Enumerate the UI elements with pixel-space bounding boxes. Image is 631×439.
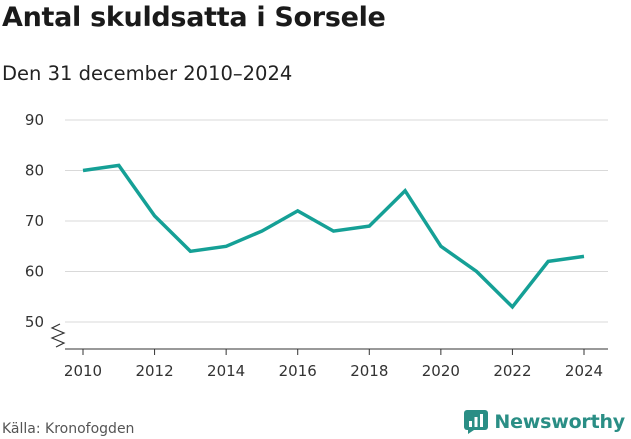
x-axis: 2010 2012 2014 2016 2018 2020 2022 2024 (50, 323, 608, 380)
source-note: Källa: Kronofogden (2, 421, 135, 437)
bar-chart-speech-bubble-icon (464, 410, 489, 434)
brand-logo: Newsworthy (464, 410, 625, 434)
y-axis-ticks: 50 60 70 80 90 (25, 111, 44, 331)
x-tick-label: 2012 (135, 362, 173, 380)
x-tick-label: 2010 (64, 362, 102, 380)
x-tick-label: 2022 (493, 362, 531, 380)
x-tick-label: 2018 (350, 362, 388, 380)
series-line (82, 163, 585, 310)
series-group (82, 163, 585, 310)
x-tick-label: 2016 (279, 362, 317, 380)
y-tick-label: 70 (25, 212, 44, 230)
y-tick-label: 90 (25, 111, 44, 129)
chart-subtitle: Den 31 december 2010–2024 (2, 62, 293, 85)
y-tick-label: 80 (25, 162, 44, 180)
brand-name: Newsworthy (494, 411, 625, 433)
y-axis-break (50, 323, 66, 348)
y-tick-label: 50 (25, 313, 44, 331)
x-tick-label: 2020 (422, 362, 460, 380)
chart-title: Antal skuldsatta i Sorsele (2, 2, 386, 33)
x-tick-label: 2024 (565, 362, 603, 380)
gridlines (65, 119, 608, 323)
x-tick-label: 2014 (207, 362, 245, 380)
y-tick-label: 60 (25, 263, 44, 281)
